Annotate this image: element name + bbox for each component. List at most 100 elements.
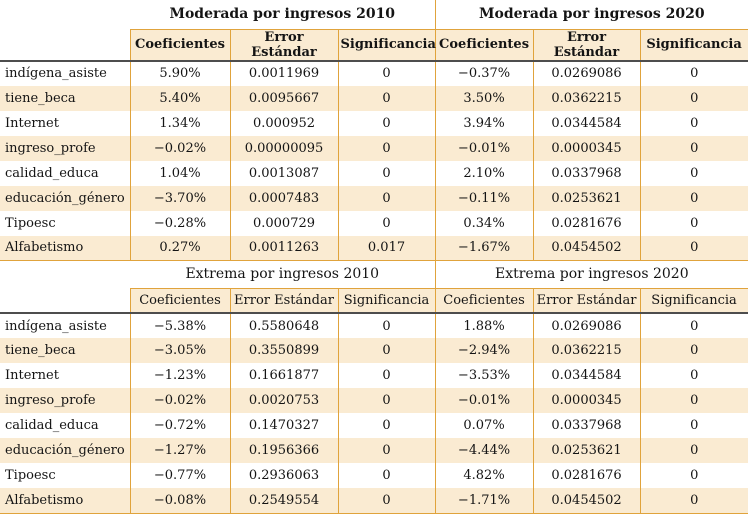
cell-value: −5.38%: [129, 313, 230, 338]
table-row: indígena_asiste −5.38% 0.5580648 0 1.88% 0.02…: [0, 313, 748, 338]
cell-value: 0.0007483: [229, 185, 338, 211]
table-row: ingreso_profe −0.02% 0.0020753 0 −0.01% 0.000…: [0, 388, 748, 413]
cell-value: 0: [337, 488, 436, 514]
table-row: educación_género −3.70% 0.0007483 0 −0.11% 0.…: [0, 185, 748, 211]
cell-value: 0.0020753: [229, 388, 338, 413]
cell-value: −0.37%: [434, 60, 534, 86]
table-row: Alfabetismo −0.08% 0.2549554 0 −1.71% 0.04545…: [0, 488, 748, 514]
cell-value: 0: [337, 185, 436, 211]
cell-value: 0: [639, 185, 748, 211]
row-label: indígena_asiste: [0, 60, 130, 86]
row-label: ingreso_profe: [0, 135, 130, 161]
cell-value: 3.50%: [434, 85, 534, 111]
cell-value: −1.71%: [434, 488, 534, 514]
cell-value: 0: [639, 210, 748, 236]
cell-value: 0: [337, 85, 436, 111]
column-header-row: Coeficientes Error Estándar Significanci…: [0, 28, 748, 62]
cell-value: 0.1956366: [229, 438, 338, 463]
table-row: Internet 1.34% 0.000952 0 3.94% 0.0344584 0: [0, 110, 748, 136]
row-label: Internet: [0, 363, 130, 388]
column-header-coeficientes: Coeficientes: [129, 287, 231, 314]
cell-value: −3.53%: [434, 363, 534, 388]
column-header-error-estandar: Error Estándar: [229, 287, 339, 314]
table-moderada: Moderada por ingresos 2010 Moderada por …: [0, 0, 748, 261]
cell-value: 0: [639, 413, 748, 438]
row-label: Tipoesc: [0, 210, 130, 236]
table-row: tiene_beca −3.05% 0.3550899 0 −2.94% 0.036221…: [0, 338, 748, 363]
column-header-row: Coeficientes Error Estándar Significanci…: [0, 287, 748, 314]
cell-value: 2.10%: [434, 160, 534, 186]
group-title-extrema-2010: Extrema por ingresos 2010: [130, 261, 436, 289]
cell-value: 0.0269086: [532, 60, 641, 86]
cell-value: 1.88%: [434, 313, 534, 338]
row-label: educación_género: [0, 438, 130, 463]
cell-value: 0: [639, 235, 748, 261]
cell-value: −0.72%: [129, 413, 230, 438]
cell-value: 0: [337, 313, 436, 338]
cell-value: −0.11%: [434, 185, 534, 211]
table-row: ingreso_profe −0.02% 0.00000095 0 −0.01% 0.00…: [0, 135, 748, 161]
cell-value: 3.94%: [434, 110, 534, 136]
cell-value: 0: [639, 313, 748, 338]
cell-value: −1.23%: [129, 363, 230, 388]
cell-value: 0: [639, 488, 748, 514]
column-header-significancia: Significancia: [639, 28, 748, 62]
row-label: tiene_beca: [0, 338, 130, 363]
cell-value: 0.0281676: [532, 210, 641, 236]
cell-value: 0.0281676: [532, 463, 641, 488]
cell-value: 0: [337, 463, 436, 488]
table-row: Alfabetismo 0.27% 0.0011263 0.017 −1.67% 0.04…: [0, 235, 748, 261]
cell-value: 0.000729: [229, 210, 338, 236]
column-header-coeficientes: Coeficientes: [434, 287, 534, 314]
corner-cell: [0, 261, 130, 288]
corner-cell: [0, 288, 130, 314]
table-row: calidad_educa −0.72% 0.1470327 0 0.07% 0.0337…: [0, 413, 748, 438]
cell-value: 0.0337968: [532, 160, 641, 186]
row-label: ingreso_profe: [0, 388, 130, 413]
table-row: Tipoesc −0.77% 0.2936063 0 4.82% 0.0281676 0: [0, 463, 748, 488]
cell-value: 0: [639, 463, 748, 488]
column-header-error-estandar: Error Estándar: [532, 287, 641, 314]
cell-value: 0.0013087: [229, 160, 338, 186]
cell-value: −1.27%: [129, 438, 230, 463]
cell-value: 0: [337, 438, 436, 463]
cell-value: 0.0000345: [532, 388, 641, 413]
cell-value: 0.2936063: [229, 463, 338, 488]
cell-value: 0.0362215: [532, 85, 641, 111]
cell-value: 0.0362215: [532, 338, 641, 363]
group-title-row: Moderada por ingresos 2010 Moderada por …: [0, 0, 748, 30]
cell-value: −0.01%: [434, 135, 534, 161]
cell-value: −0.28%: [129, 210, 230, 236]
cell-value: 0.1661877: [229, 363, 338, 388]
cell-value: 0.0337968: [532, 413, 641, 438]
cell-value: 0: [337, 135, 436, 161]
cell-value: −3.70%: [129, 185, 230, 211]
group-title-moderada-2020: Moderada por ingresos 2020: [434, 0, 748, 30]
cell-value: −0.02%: [129, 135, 230, 161]
cell-value: 0.017: [337, 235, 436, 261]
cell-value: 0: [639, 85, 748, 111]
column-header-significancia: Significancia: [337, 287, 436, 314]
cell-value: 0.0011969: [229, 60, 338, 86]
column-header-significancia: Significancia: [337, 28, 436, 62]
corner-cell: [0, 0, 130, 29]
cell-value: −1.67%: [434, 235, 534, 261]
cell-value: 0: [639, 160, 748, 186]
column-header-error-estandar: Error Estándar: [229, 28, 339, 62]
table-row: tiene_beca 5.40% 0.0095667 0 3.50% 0.0362215 0: [0, 85, 748, 111]
group-title-row: Extrema por ingresos 2010 Extrema por in…: [0, 261, 748, 289]
cell-value: 0: [337, 338, 436, 363]
cell-value: −0.08%: [129, 488, 230, 514]
cell-value: −2.94%: [434, 338, 534, 363]
corner-cell: [0, 29, 130, 62]
cell-value: 0.0344584: [532, 110, 641, 136]
row-label: educación_género: [0, 185, 130, 211]
cell-value: 0: [639, 110, 748, 136]
cell-value: 0.2549554: [229, 488, 338, 514]
column-header-error-estandar: Error Estándar: [532, 28, 641, 62]
cell-value: 0: [639, 388, 748, 413]
cell-value: 0: [639, 338, 748, 363]
row-label: tiene_beca: [0, 85, 130, 111]
cell-value: 1.04%: [129, 160, 230, 186]
